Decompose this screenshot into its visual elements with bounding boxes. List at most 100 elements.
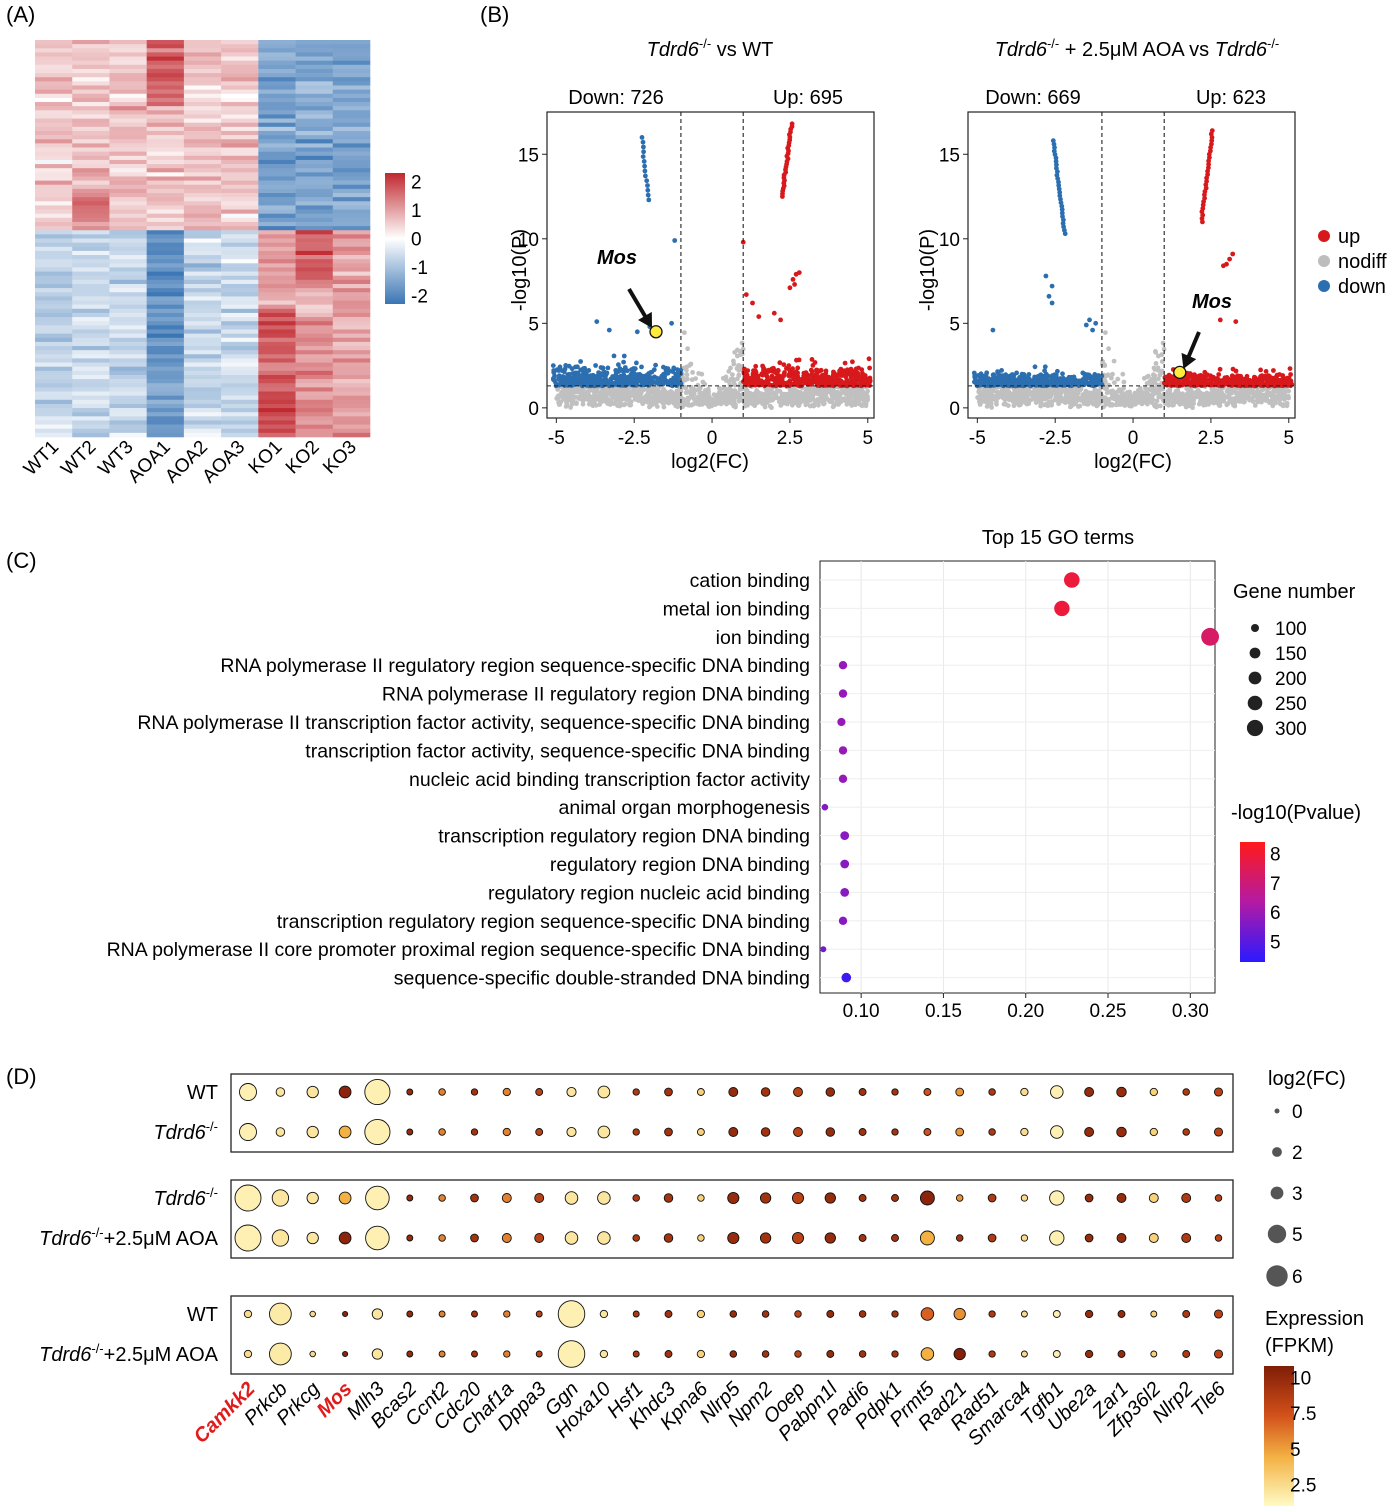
heatmap-cell [258,416,296,421]
heatmap-colorbar [385,173,405,304]
heatmap-cell [146,106,185,111]
heatmap-column-label: AOA3 [199,437,250,488]
heatmap-cell [295,308,334,314]
heatmap-cell [295,350,334,355]
nodiff-point [675,400,681,406]
heatmap-cell [109,292,147,297]
heatmap-cell [332,213,371,219]
heatmap-cell [258,370,296,376]
heatmap-cell [183,68,222,74]
heatmap-cell [258,114,296,119]
heatmap-cell [183,325,222,330]
heatmap-cell [109,164,147,169]
nodiff-point [986,391,992,397]
heatmap-cell [72,255,110,260]
heatmap-cell [35,312,73,318]
heatmap-cell [109,391,147,396]
heatmap-cell [146,391,185,396]
nodiff-point [637,396,642,401]
heatmap-cell [221,52,259,57]
down-point [1080,370,1086,376]
up-point [1251,376,1257,382]
up-point [836,371,842,377]
heatmap-cells [35,40,371,438]
volcano-right: Tdrd6-/- + 2.5μM AOA vs Tdrd6-/- Down: 6… [917,36,1387,473]
nodiff-point [763,394,769,400]
heatmap-cell [183,242,222,248]
nodiff-point [732,349,738,355]
heatmap-cell [72,283,110,289]
heatmap-cell [146,85,185,90]
heatmap-cell [332,93,371,99]
heatmap-cell [183,337,222,343]
nodiff-point [858,389,863,395]
heatmap-cell [221,193,259,198]
heatmap-cell [332,85,371,90]
heatmap-cell [146,168,185,173]
nodiff-point [1103,330,1108,335]
down-point [606,327,612,333]
down-point [632,366,638,372]
heatmap-cell [146,73,185,78]
heatmap-cell [295,106,334,111]
heatmap-cell [35,408,73,413]
heatmap-cell [258,97,296,103]
heatmap-cell [72,358,110,363]
x-tick-label: -5 [548,428,565,449]
heatmap-cell [332,44,371,49]
heatmap-cell [35,193,73,198]
heatmap-cell [295,89,334,95]
nodiff-point [1199,391,1204,397]
heatmap-cell [72,250,110,256]
nodiff-point [652,397,658,403]
heatmap-cell [295,374,334,380]
nodiff-point [697,402,702,407]
heatmap-cell [109,44,147,49]
heatmap-cell [72,416,110,421]
heatmap-cell [146,122,185,128]
nodiff-point [1048,390,1054,396]
heatmap-cell [35,374,73,380]
nodiff-point [1232,403,1238,409]
heatmap-cell [258,85,296,90]
heatmap-cell [295,60,334,66]
nodiff-point [558,391,564,397]
heatmap-cell [183,114,222,119]
nodiff-point [1031,388,1037,394]
heatmap-cell [332,279,371,285]
down-point [556,376,561,382]
heatmap-cell [183,238,222,243]
heatmap-cell [146,379,185,384]
heatmap-cell [258,205,296,210]
down-point [631,375,637,380]
heatmap-cell [221,263,259,268]
heatmap-cell [35,428,73,434]
heatmap-cell [221,147,259,152]
nodiff-point [685,346,690,352]
up-point [1277,372,1282,377]
heatmap-cell [295,93,334,99]
nodiff-point [760,399,766,404]
heatmap-cell [146,234,185,239]
up-point [756,314,762,319]
up-point [819,380,824,386]
heatmap-cell [221,329,259,334]
heatmap-cell [332,188,371,194]
heatmap-cell [295,300,334,305]
heatmap-cell [183,40,222,45]
heatmap-cell [332,193,371,198]
heatmap-cell [258,267,296,272]
heatmap-cell [221,391,259,396]
heatmap-cell [295,420,334,425]
heatmap-cell [109,267,147,272]
nodiff-point [804,401,810,406]
down-point [575,375,581,381]
heatmap-cell [258,48,296,53]
heatmap-cell [295,283,334,289]
down-point [641,149,646,155]
heatmap-cell [146,44,185,49]
heatmap-cell [221,85,259,90]
heatmap-cell [295,288,334,293]
nodiff-point [1170,402,1175,408]
heatmap-cell [35,399,73,405]
